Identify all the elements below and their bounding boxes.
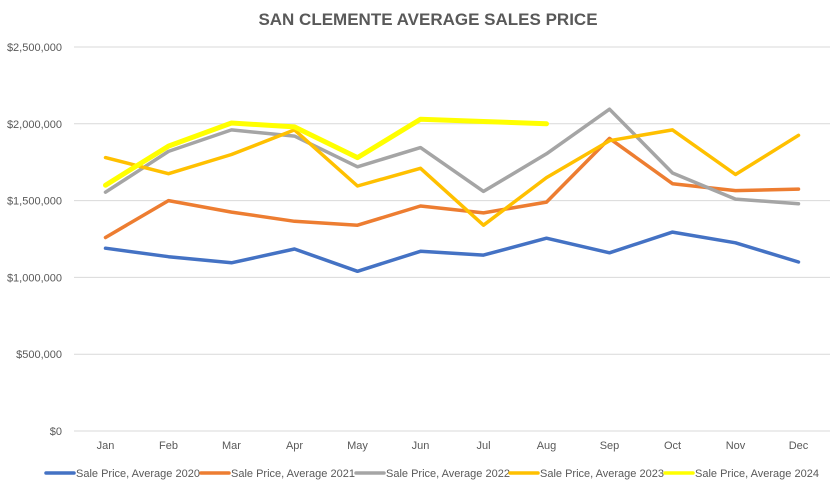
x-tick-label: Aug [537, 440, 557, 452]
series-line-1 [103, 230, 801, 274]
y-tick-label: $2,500,000 [7, 42, 62, 54]
x-tick-label: Dec [789, 440, 809, 452]
x-tick-label: Nov [726, 440, 746, 452]
legend-label: Sale Price, Average 2023 [540, 468, 664, 480]
series-lines [103, 107, 801, 274]
x-tick-label: Jul [476, 440, 490, 452]
legend: Sale Price, Average 2020 Sale Price, Aver… [44, 468, 819, 480]
y-axis-ticks: $0 $500,000 $1,000,000 $1,500,000 $2,000,000… [7, 42, 62, 438]
y-tick-label: $1,500,000 [7, 196, 62, 208]
y-tick-label: $1,000,000 [7, 272, 62, 284]
gridlines [74, 46, 830, 432]
x-tick-label: Mar [222, 440, 241, 452]
x-tick-label: May [347, 440, 368, 452]
x-tick-label: Feb [159, 440, 178, 452]
legend-label: Sale Price, Average 2024 [695, 468, 819, 480]
legend-label: Sale Price, Average 2022 [386, 468, 510, 480]
series-line-4 [103, 128, 801, 227]
y-tick-label: $2,000,000 [7, 119, 62, 131]
series-line-5 [103, 116, 549, 188]
legend-label: Sale Price, Average 2020 [76, 468, 200, 480]
x-tick-label: Jan [97, 440, 115, 452]
legend-label: Sale Price, Average 2021 [231, 468, 355, 480]
y-tick-label: $500,000 [16, 349, 62, 361]
x-tick-label: Sep [600, 440, 620, 452]
x-tick-label: Jun [412, 440, 430, 452]
x-tick-label: Apr [286, 440, 303, 452]
chart-title: SAN CLEMENTE AVERAGE SALES PRICE [258, 10, 597, 29]
x-tick-label: Oct [664, 440, 681, 452]
series-line-2 [103, 136, 801, 240]
x-axis-ticks: Jan Feb Mar Apr May Jun Jul Aug Sep Oct Nov Dec [97, 440, 809, 452]
series-line-3 [103, 107, 801, 206]
y-tick-label: $0 [50, 426, 62, 438]
